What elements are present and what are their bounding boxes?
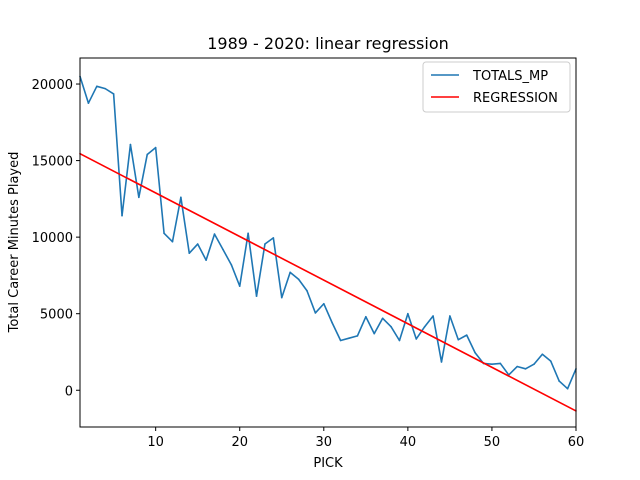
data-point — [87, 102, 90, 104]
data-point — [188, 252, 191, 255]
y-tick-label: 10000 — [32, 231, 73, 246]
data-point — [146, 153, 149, 156]
data-point — [306, 289, 308, 292]
legend-box — [422, 61, 571, 113]
data-point — [138, 196, 140, 199]
data-point — [474, 351, 476, 354]
plot-frame — [79, 57, 577, 428]
x-tick-label: 20 — [231, 435, 248, 450]
data-point — [365, 315, 367, 318]
data-point — [264, 243, 266, 245]
data-point — [154, 146, 157, 149]
legend-label-regression: REGRESSION — [473, 91, 558, 106]
data-point — [297, 278, 300, 281]
data-point — [213, 233, 216, 235]
data-point — [558, 380, 560, 382]
x-tick-label: 30 — [316, 435, 333, 450]
data-point — [381, 317, 384, 320]
data-point — [104, 87, 107, 90]
data-point — [121, 214, 123, 217]
data-point — [440, 361, 443, 363]
data-point — [348, 337, 350, 340]
data-point — [255, 295, 258, 297]
data-point — [407, 312, 409, 315]
data-point — [516, 365, 518, 368]
data-point — [491, 363, 493, 366]
x-axis-ticks: 10 20 30 40 50 60 — [147, 427, 584, 450]
legend-label-totals-mp: TOTALS_MP — [472, 69, 548, 84]
data-point — [524, 368, 527, 370]
y-tick-label: 0 — [65, 384, 73, 399]
y-axis-label: Total Career Minutes Played — [7, 152, 22, 334]
y-tick-label: 15000 — [32, 155, 73, 170]
data-point — [449, 315, 451, 317]
data-point — [415, 338, 418, 340]
data-point — [96, 85, 98, 88]
data-point — [205, 259, 207, 261]
data-point — [331, 322, 334, 324]
data-point — [541, 353, 544, 356]
data-point — [533, 363, 535, 366]
x-tick-label: 10 — [147, 435, 164, 450]
data-point — [373, 332, 376, 335]
data-point — [272, 237, 275, 239]
data-point — [356, 335, 359, 337]
data-point — [323, 302, 325, 305]
data-point — [222, 248, 224, 251]
series-line-totals-mp — [79, 76, 577, 390]
data-point — [289, 271, 291, 274]
data-point — [423, 325, 426, 328]
data-point — [238, 285, 241, 287]
data-point — [432, 315, 434, 317]
legend: TOTALS_MP REGRESSION — [422, 61, 571, 113]
x-axis-label: PICK — [313, 456, 343, 471]
data-point — [112, 93, 115, 95]
data-point — [163, 232, 165, 235]
data-point — [280, 296, 283, 299]
plot-area — [79, 57, 577, 428]
y-axis-ticks: 0 5000 10000 15000 20000 — [32, 78, 80, 399]
data-point — [499, 362, 502, 365]
x-tick-label: 40 — [400, 435, 417, 450]
series-line-regression — [79, 152, 577, 412]
data-point — [314, 312, 317, 314]
x-tick-label: 60 — [568, 435, 585, 450]
data-point — [390, 325, 392, 328]
y-tick-label: 20000 — [32, 78, 73, 93]
data-point — [457, 338, 460, 341]
chart-title: 1989 - 2020: linear regression — [207, 34, 449, 53]
y-tick-label: 5000 — [40, 308, 73, 323]
data-point — [465, 334, 468, 336]
data-point — [549, 360, 552, 362]
data-point — [566, 387, 569, 390]
data-point — [129, 143, 132, 146]
x-tick-label: 50 — [484, 435, 501, 450]
data-point — [230, 263, 233, 266]
data-point — [339, 339, 342, 342]
data-point — [180, 196, 182, 199]
data-point — [196, 243, 199, 245]
data-point — [247, 232, 249, 235]
data-point — [171, 240, 174, 243]
series-layer — [79, 75, 577, 412]
data-point — [398, 339, 401, 342]
